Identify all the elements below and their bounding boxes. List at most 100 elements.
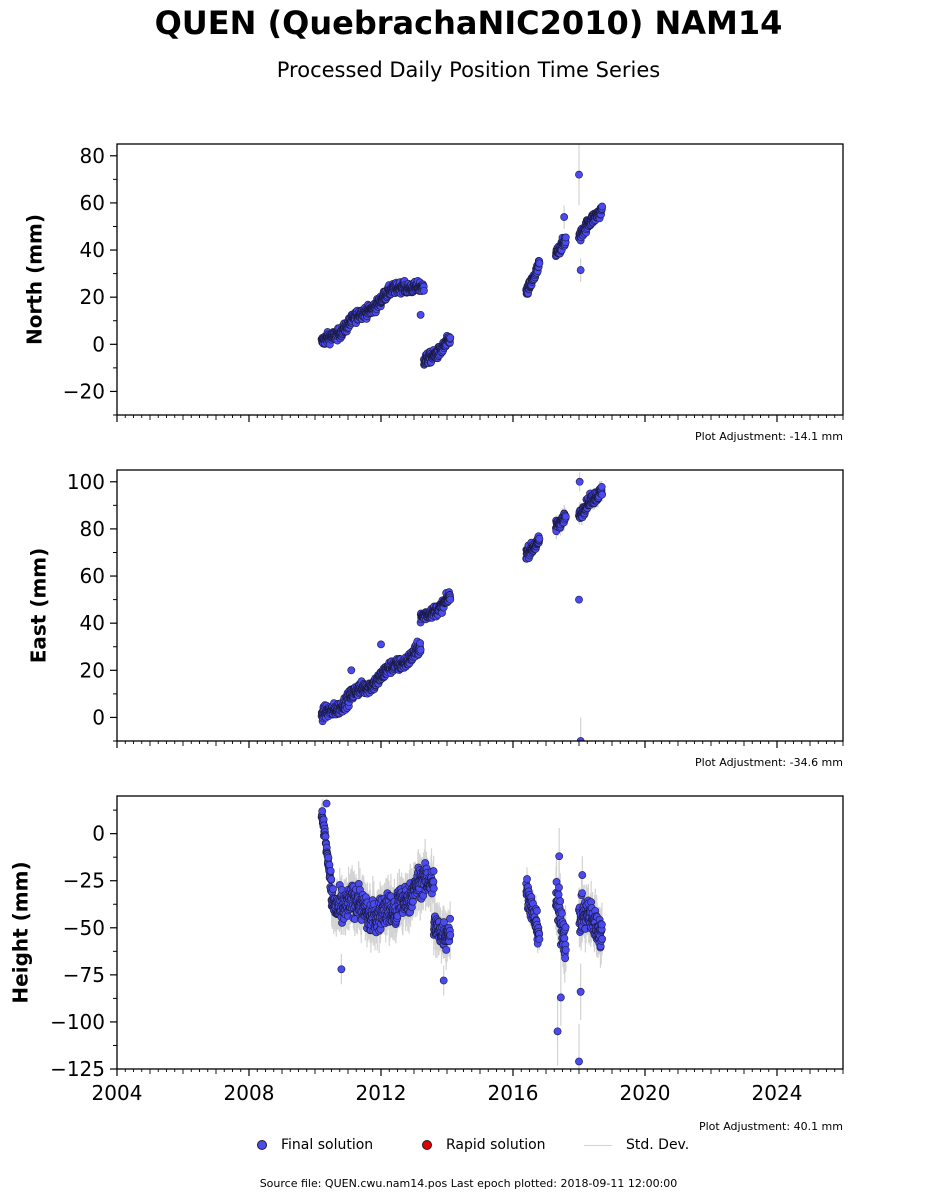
y-tick-label: 40 xyxy=(80,611,105,635)
y-tick-label: −100 xyxy=(50,1010,105,1034)
data-point xyxy=(416,310,425,319)
plot-adjustment: Plot Adjustment: 40.1 mm xyxy=(699,1120,843,1133)
data-point xyxy=(446,931,455,939)
y-tick-label: −25 xyxy=(63,869,105,893)
legend: Final solution Rapid solution Std. Dev. xyxy=(0,1137,937,1159)
source-note: Source file: QUEN.cwu.nam14.pos Last epo… xyxy=(259,1177,678,1190)
y-tick-label: 20 xyxy=(80,285,105,309)
data-point xyxy=(446,595,455,604)
x-tick-label: 2012 xyxy=(356,1081,407,1105)
y-tick-label: 20 xyxy=(80,658,105,682)
data-point xyxy=(576,737,585,741)
data-point xyxy=(576,266,585,274)
data-point xyxy=(576,987,585,996)
legend-std-label: Std. Dev. xyxy=(626,1137,690,1153)
data-point xyxy=(556,897,565,906)
data-point xyxy=(555,883,563,892)
y-tick-label: −20 xyxy=(63,379,105,403)
plot-frame-0 xyxy=(116,143,844,416)
data-point xyxy=(553,1027,562,1036)
data-point xyxy=(533,906,541,915)
data-point xyxy=(535,935,544,944)
legend-final-marker xyxy=(257,1140,267,1150)
plot-frame-1 xyxy=(116,469,844,742)
data-point xyxy=(560,934,569,943)
data-point xyxy=(575,595,583,604)
data-point xyxy=(416,645,425,654)
y-tick-label: −125 xyxy=(50,1057,105,1081)
data-point xyxy=(560,213,569,221)
data-point xyxy=(598,202,606,211)
data-point xyxy=(446,333,455,342)
legend-rapid-label: Rapid solution xyxy=(446,1137,546,1153)
data-point xyxy=(556,993,565,1002)
x-tick-label: 2004 xyxy=(92,1081,143,1105)
chart-subtitle: Processed Daily Position Time Series xyxy=(276,58,661,82)
y-tick-label: 60 xyxy=(80,191,105,215)
y-axis-label: Height (mm) xyxy=(9,861,33,1003)
data-point xyxy=(377,640,385,649)
data-point xyxy=(597,920,606,929)
chart-title: QUEN (QuebrachaNIC2010) NAM14 xyxy=(154,4,783,42)
legend-std-line xyxy=(584,1144,612,1146)
data-point xyxy=(561,946,570,954)
y-axis-label: North (mm) xyxy=(23,214,47,345)
y-axis-label: East (mm) xyxy=(27,548,51,664)
y-tick-label: 100 xyxy=(67,470,105,494)
y-tick-label: −75 xyxy=(63,963,105,987)
data-point xyxy=(439,976,448,985)
plot-area-2 xyxy=(317,799,606,1069)
data-point xyxy=(318,807,327,816)
panel-2: −125 −100 −75 −50 −25 0 2004 2008 2012 2016 2020 20… xyxy=(9,795,844,1133)
data-point xyxy=(598,935,606,943)
x-tick-label: 2024 xyxy=(752,1081,803,1105)
data-point xyxy=(442,945,451,954)
legend-rapid-marker xyxy=(422,1140,432,1150)
data-point xyxy=(575,1057,583,1066)
y-tick-label: 80 xyxy=(80,144,105,168)
data-point xyxy=(322,799,331,808)
x-tick-label: 2008 xyxy=(224,1081,275,1105)
data-point xyxy=(554,890,563,899)
data-point xyxy=(578,871,587,879)
y-tick-label: 0 xyxy=(92,332,105,356)
legend-rapid: Rapid solution xyxy=(422,1137,546,1153)
panel-0: −20 0 20 40 60 80 North (mm) Plot Adjustment: -… xyxy=(23,143,844,443)
data-point xyxy=(598,490,606,499)
data-point xyxy=(523,875,531,883)
data-point xyxy=(337,965,346,974)
data-point xyxy=(429,877,438,886)
data-point xyxy=(347,666,356,675)
data-point xyxy=(557,909,566,918)
data-point xyxy=(429,884,438,893)
data-point xyxy=(535,534,544,543)
plot-adjustment: Plot Adjustment: -34.6 mm xyxy=(695,756,843,769)
data-point xyxy=(561,512,570,521)
data-point xyxy=(575,170,583,179)
data-point xyxy=(327,875,336,884)
legend-std: Std. Dev. xyxy=(584,1137,689,1153)
plot-area-0 xyxy=(317,144,606,369)
data-point xyxy=(597,482,606,491)
y-tick-label: 40 xyxy=(80,238,105,262)
data-point xyxy=(535,259,544,268)
legend-final: Final solution xyxy=(257,1137,373,1153)
plot-area-1 xyxy=(317,472,606,741)
data-point xyxy=(419,286,428,295)
x-tick-label: 2016 xyxy=(488,1081,539,1105)
data-point xyxy=(555,852,564,861)
data-point xyxy=(429,867,438,875)
data-point xyxy=(324,853,333,862)
legend-final-label: Final solution xyxy=(281,1137,374,1153)
data-point xyxy=(329,885,337,893)
data-point xyxy=(416,639,425,648)
data-point xyxy=(326,866,335,875)
y-tick-label: 80 xyxy=(80,517,105,541)
x-tick-label: 2020 xyxy=(620,1081,671,1105)
data-point xyxy=(561,923,570,932)
y-tick-label: 0 xyxy=(92,705,105,729)
y-tick-label: 0 xyxy=(92,822,105,846)
data-point xyxy=(446,914,454,923)
y-tick-label: −50 xyxy=(63,916,105,940)
